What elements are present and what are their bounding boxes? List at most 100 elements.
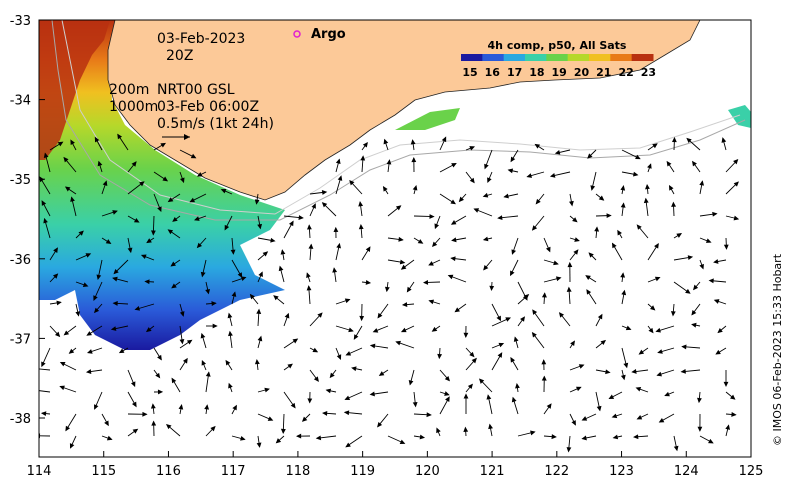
current-vector-head [351, 366, 357, 372]
current-vector-head [112, 276, 118, 282]
current-vector-head [505, 317, 511, 322]
current-vector-head [127, 247, 133, 254]
current-vector-head [531, 331, 537, 338]
current-vector-head [113, 268, 119, 275]
current-vector-head [428, 261, 434, 266]
current-vector-head [196, 172, 203, 177]
current-vector-head [503, 193, 509, 199]
coastline [107, 20, 701, 201]
current-vector-head [685, 288, 691, 294]
current-vector-head [118, 348, 125, 354]
current-vector-head [278, 265, 284, 272]
current-vector-head [395, 205, 402, 211]
current-vector-head [478, 378, 485, 384]
current-vector-head [33, 367, 37, 370]
sst-warm-core [39, 20, 110, 160]
current-vector-head [52, 273, 59, 279]
current-vector-head [306, 285, 312, 291]
current-vector-head [729, 394, 736, 400]
current-vector-head [620, 374, 626, 381]
current-vector-head [311, 203, 316, 209]
current-vector-head [586, 289, 592, 295]
current-vector-head [715, 349, 721, 355]
current-vector-head [450, 256, 456, 262]
vector-scale-label: 0.5m/s (1kt 24h) [157, 116, 274, 132]
current-vector-head [541, 375, 547, 381]
current-vector-head [574, 237, 580, 242]
colorbar [461, 54, 654, 61]
current-vector-head [733, 215, 740, 221]
current-vector-head [693, 284, 699, 291]
current-vector-head [507, 168, 514, 174]
current-vector-head [488, 423, 493, 430]
current-vector-head [182, 357, 188, 364]
current-vector-head [301, 416, 308, 422]
current-vector-head [151, 230, 156, 236]
colorbar-ticks: 15 16 17 18 19 20 21 22 23 [462, 66, 656, 79]
current-vector-head [654, 242, 659, 249]
current-vector-head [428, 299, 435, 305]
current-vector-head [484, 163, 489, 170]
current-vector-head [359, 315, 365, 322]
colorbar-tick-label: 20 [574, 66, 590, 79]
current-vector-head [551, 434, 557, 440]
current-vector-head [666, 160, 672, 167]
current-vector-head [681, 344, 687, 350]
current-vector-head [254, 199, 260, 205]
current-vector-head [444, 391, 450, 396]
current-vector-head [321, 202, 328, 208]
current-vector-head [167, 229, 174, 235]
current-vector-head [585, 275, 591, 280]
current-vector-head [383, 138, 389, 145]
current-vector-head [399, 439, 406, 444]
current-vector-head [408, 379, 414, 386]
current-vector-head [573, 249, 579, 255]
current-vector-head [82, 282, 89, 288]
colorbar-tick-label: 16 [485, 66, 501, 79]
current-vector-head [151, 420, 157, 426]
current-vector-head [348, 327, 354, 333]
current-vector-head [54, 331, 61, 338]
current-vector-head [378, 371, 385, 376]
current-vector-head [225, 359, 231, 366]
current-vector-head [201, 360, 207, 366]
current-vector-head [307, 224, 312, 230]
current-vector-head [280, 428, 286, 435]
current-vector-head [94, 404, 99, 410]
current-vector-head [139, 181, 145, 187]
current-vector-head [426, 412, 432, 418]
current-vector-head [386, 159, 392, 165]
current-vector-head [541, 292, 547, 298]
current-vector-head [434, 223, 440, 230]
current-vector-head [553, 260, 559, 266]
current-vector-head [608, 394, 615, 399]
current-vector-head [258, 271, 263, 278]
current-vector-head [70, 196, 75, 202]
current-vector-head [228, 330, 233, 337]
x-tick-label: 122 [544, 464, 569, 479]
current-vector-head [567, 261, 573, 268]
current-vector-head [140, 254, 147, 260]
current-vector-head [638, 349, 645, 355]
current-vector-head [713, 299, 720, 304]
current-vector-head [670, 311, 676, 317]
current-vector-head [210, 425, 216, 432]
current-vector-head [412, 401, 418, 408]
current-vector-head [200, 332, 206, 339]
current-vector-head [228, 382, 233, 389]
current-vector-head [172, 216, 178, 222]
current-vector-head [473, 208, 480, 213]
current-vector-head [333, 226, 339, 232]
current-vector-head [531, 225, 538, 231]
current-vector-head [708, 438, 714, 444]
current-vector-head [489, 285, 495, 292]
current-vector-head [691, 310, 697, 316]
current-vector-head [725, 424, 730, 430]
current-vector-head [63, 330, 70, 336]
current-vector-head [41, 200, 47, 206]
current-vector-head [631, 369, 637, 374]
current-vector-head [441, 136, 447, 143]
current-vector-head [635, 154, 641, 160]
current-vector-head [419, 434, 426, 440]
